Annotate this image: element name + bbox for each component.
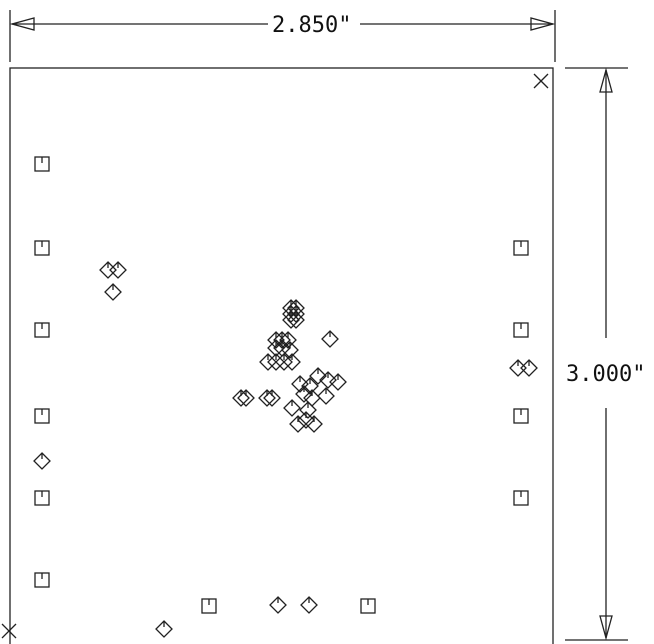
diamond-marker-icon xyxy=(305,415,323,433)
diamond-marker-icon xyxy=(509,359,527,377)
height-label: 3.000" xyxy=(566,362,645,387)
diamond-marker-icon xyxy=(317,387,335,405)
diamond-marker-icon xyxy=(109,261,127,279)
square-marker-icon xyxy=(34,490,50,506)
square-markers xyxy=(34,156,529,614)
diamond-marker-icon xyxy=(289,415,307,433)
diamond-marker-icon xyxy=(329,373,347,391)
square-marker-icon xyxy=(34,240,50,256)
diamond-marker-icon xyxy=(520,359,538,377)
square-marker-icon xyxy=(513,322,529,338)
diamond-marker-icon xyxy=(295,385,313,403)
diamond-marker-icon xyxy=(267,331,285,349)
square-marker-icon xyxy=(34,322,50,338)
square-marker-icon xyxy=(34,408,50,424)
diamond-markers xyxy=(33,261,538,638)
diamond-marker-icon xyxy=(273,331,291,349)
diamond-marker-icon xyxy=(283,353,301,371)
square-marker-icon xyxy=(34,572,50,588)
diamond-marker-icon xyxy=(299,401,317,419)
board-outline xyxy=(9,67,554,644)
corner-mark-bottom-left xyxy=(1,623,17,639)
diamond-marker-icon xyxy=(33,452,51,470)
arrow-left-icon xyxy=(9,17,35,31)
diamond-marker-icon xyxy=(99,261,117,279)
diamond-marker-icon xyxy=(287,305,305,323)
diamond-marker-icon xyxy=(104,283,122,301)
diamond-marker-icon xyxy=(297,411,315,429)
diamond-marker-icon xyxy=(319,371,337,389)
diamond-marker-icon xyxy=(300,596,318,614)
diamond-marker-icon xyxy=(281,341,299,359)
diamond-marker-icon xyxy=(275,353,293,371)
diamond-marker-icon xyxy=(267,353,285,371)
diamond-marker-icon xyxy=(301,377,319,395)
square-marker-icon xyxy=(513,240,529,256)
diamond-marker-icon xyxy=(155,620,173,638)
diamond-marker-icon xyxy=(309,367,327,385)
arrow-down-icon xyxy=(599,615,613,641)
diamond-marker-icon xyxy=(259,353,277,371)
height-dimension: 3.000" xyxy=(565,67,645,641)
square-marker-icon xyxy=(201,598,217,614)
diamond-marker-icon xyxy=(237,389,255,407)
diamond-marker-icon xyxy=(279,331,297,349)
square-marker-icon xyxy=(513,408,529,424)
diamond-marker-icon xyxy=(283,399,301,417)
square-marker-icon xyxy=(34,156,50,172)
arrow-up-icon xyxy=(599,67,613,93)
diamond-marker-icon xyxy=(263,389,281,407)
diamond-marker-icon xyxy=(291,375,309,393)
width-dimension: 2.850" xyxy=(9,10,556,62)
width-label: 2.850" xyxy=(272,13,351,38)
square-marker-icon xyxy=(513,490,529,506)
diamond-marker-icon xyxy=(287,311,305,329)
arrow-right-icon xyxy=(530,17,556,31)
diamond-marker-icon xyxy=(269,596,287,614)
square-marker-icon xyxy=(360,598,376,614)
corner-mark-top-right xyxy=(533,73,549,89)
diamond-marker-icon xyxy=(321,330,339,348)
